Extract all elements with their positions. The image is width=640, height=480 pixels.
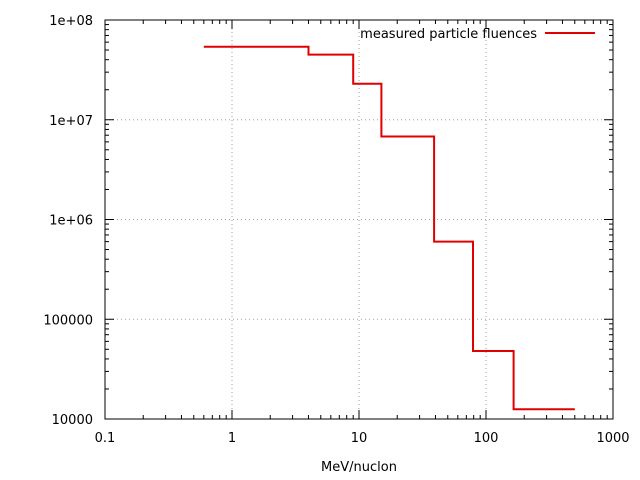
legend: measured particle fluences [360, 27, 595, 42]
x-tick-label: 1 [228, 431, 236, 446]
y-tick-label: 1e+08 [49, 14, 93, 29]
x-axis-label: MeV/nuclon [321, 460, 397, 475]
grid [105, 20, 613, 419]
y-tick-label: 100000 [43, 313, 93, 328]
minor-ticks [105, 20, 613, 419]
x-tick-label: 100 [474, 431, 499, 446]
legend-label: measured particle fluences [360, 27, 537, 42]
y-tick-label: 10000 [52, 413, 93, 428]
x-tick-label: 10 [351, 431, 368, 446]
axis-ticks: 0.1 1 10 100 1000 10000 100000 1e+06 1e+07 1e+08 [43, 14, 629, 446]
series-layer [203, 45, 575, 411]
x-tick-label: 1000 [596, 431, 629, 446]
series-line [203, 45, 575, 411]
y-tick-label: 1e+07 [49, 114, 93, 129]
x-tick-label: 0.1 [95, 431, 116, 446]
y-tick-label: 1e+06 [49, 214, 93, 229]
